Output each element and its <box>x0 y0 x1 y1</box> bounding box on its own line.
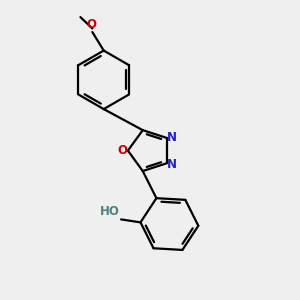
Text: O: O <box>118 144 128 157</box>
Text: N: N <box>167 158 177 171</box>
Text: N: N <box>167 130 177 144</box>
Text: O: O <box>87 18 97 31</box>
Text: HO: HO <box>100 205 120 218</box>
